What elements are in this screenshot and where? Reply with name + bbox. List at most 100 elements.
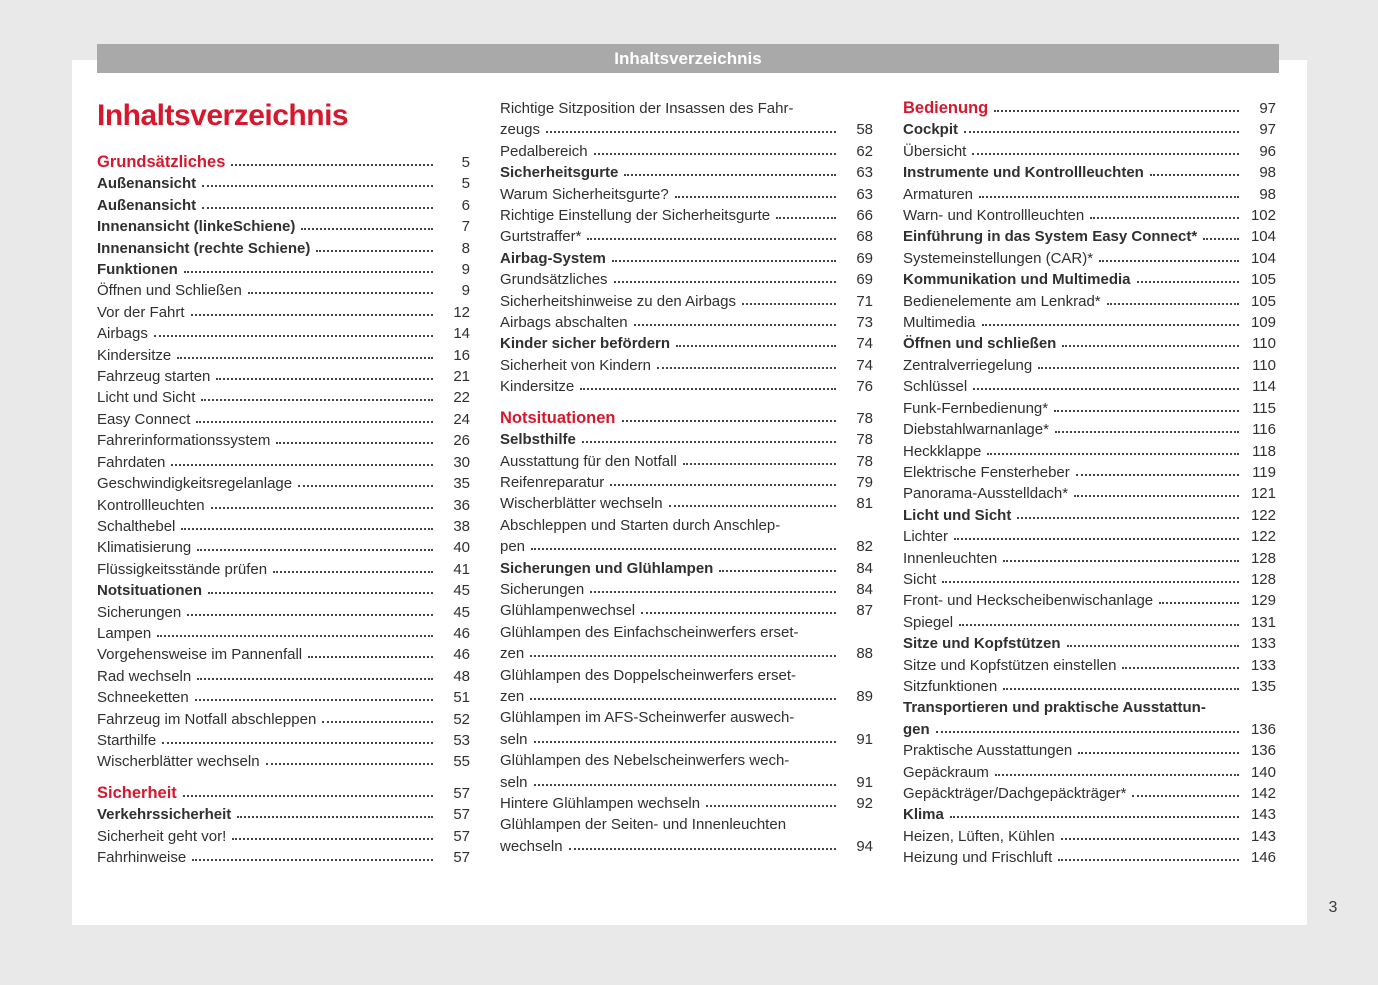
toc-entry: Sicherungen und Glühlampen 84 — [500, 558, 873, 579]
toc-entry-label: Innenansicht (rechte Schiene) — [97, 239, 311, 257]
dot-leader — [181, 527, 433, 530]
dot-leader — [964, 131, 1239, 134]
toc-entry-row: Innenansicht (linkeSchiene) 7 — [97, 216, 470, 237]
dot-leader — [1122, 666, 1239, 669]
toc-entry-row: Armaturen 98 — [903, 184, 1276, 205]
toc-entry-row: Vor der Fahrt 12 — [97, 302, 470, 323]
toc-entry-label: Ausstattung für den Notfall — [500, 452, 677, 470]
toc-entry-row: Sicherungen 45 — [97, 602, 470, 623]
toc-entry-label: Heckklappe — [903, 442, 982, 460]
toc-entry-page: 128 — [1250, 549, 1276, 567]
toc-entry-page: 68 — [856, 228, 873, 246]
toc-entry: Warum Sicherheitsgurte? 63 — [500, 184, 873, 205]
toc-entry-row: Kindersitze 76 — [500, 376, 873, 397]
toc-entry-page: 78 — [856, 431, 873, 449]
toc-entry-row: Lichter 122 — [903, 526, 1276, 547]
toc-entry-label: Fahrzeug starten — [97, 368, 211, 386]
toc-entry-row: Sitze und Kopfstützen einstellen 133 — [903, 655, 1276, 676]
toc-content: Inhaltsverzeichnis Grundsätzliches 5 Auß… — [97, 98, 1277, 869]
dot-leader — [624, 174, 836, 177]
toc-entry-label: Kinder sicher befördern — [500, 335, 671, 353]
toc-entry-row: Warum Sicherheitsgurte? 63 — [500, 184, 873, 205]
toc-entry-row: Spiegel 131 — [903, 612, 1276, 633]
toc-entry-page: 119 — [1252, 463, 1276, 481]
toc-entry-page: 84 — [856, 580, 873, 598]
toc-entry-page: 55 — [453, 753, 470, 771]
toc-entry-page: 57 — [453, 784, 470, 802]
toc-entry: Sicherheitshinweise zu den Airbags 71 — [500, 291, 873, 312]
toc-entry-row: Fahrerinformationssystem 26 — [97, 430, 470, 451]
toc-entry-page: 78 — [856, 409, 873, 427]
dot-leader — [157, 634, 433, 637]
dot-leader — [587, 238, 836, 241]
dot-leader — [530, 697, 836, 700]
toc-entry-row: Systemeinstellungen (CAR)* 104 — [903, 248, 1276, 269]
dot-leader — [959, 623, 1239, 626]
toc-entry-label: zen — [500, 645, 525, 663]
toc-entry-page: 104 — [1250, 228, 1276, 246]
toc-entry: Grundsätzliches 69 — [500, 269, 873, 290]
toc-entry-page: 131 — [1250, 613, 1276, 631]
toc-entry-row: Sicherheit von Kindern 74 — [500, 355, 873, 376]
toc-entry-row: Heizung und Frischluft 146 — [903, 847, 1276, 868]
toc-entry-label: Warn- und Kontrollleuchten — [903, 207, 1085, 225]
toc-entry-row: Klimatisierung 40 — [97, 537, 470, 558]
toc-entry-row: Funk-Fernbedienung* 115 — [903, 398, 1276, 419]
toc-entry: Kommunikation und Multimedia 105 — [903, 269, 1276, 290]
toc-entry-page: 16 — [453, 346, 470, 364]
toc-entry-page: 30 — [453, 453, 470, 471]
toc-entry: Notsituationen 78 — [500, 408, 873, 429]
toc-entry-page: 87 — [856, 602, 873, 620]
dot-leader — [581, 441, 836, 444]
toc-entry-row: Notsituationen 78 — [500, 408, 873, 429]
toc-entry-page: 58 — [856, 121, 873, 139]
toc-entry-row: Fahrzeug starten 21 — [97, 366, 470, 387]
toc-entry-row: Sicherheit geht vor! 57 — [97, 826, 470, 847]
toc-entry-page: 76 — [856, 378, 873, 396]
toc-entry: Sicherungen 45 — [97, 602, 470, 623]
toc-entry: Elektrische Fensterheber 119 — [903, 462, 1276, 483]
toc-entry-row: gen 136 — [903, 719, 1276, 740]
toc-entry-row: Innenansicht (rechte Schiene) 8 — [97, 238, 470, 259]
toc-entry: Schneeketten 51 — [97, 687, 470, 708]
toc-entry: Instrumente und Kontrollleuchten 98 — [903, 162, 1276, 183]
toc-entry-label: Gurtstraffer* — [500, 228, 582, 246]
toc-entry-label: Starthilfe — [97, 731, 157, 749]
header-bar-title: Inhaltsverzeichnis — [614, 48, 762, 68]
toc-entry: Zentralverriegelung 110 — [903, 355, 1276, 376]
toc-entry: Einführung in das System Easy Connect* 1… — [903, 226, 1276, 247]
dot-leader — [216, 378, 433, 381]
toc-entry-page: 12 — [453, 303, 470, 321]
toc-entry-page: 97 — [1259, 121, 1276, 139]
header-bar: Inhaltsverzeichnis — [97, 44, 1279, 73]
dot-leader — [1003, 687, 1239, 690]
toc-entry-label: Innenansicht (linkeSchiene) — [97, 218, 296, 236]
toc-entry-page: 104 — [1250, 249, 1276, 267]
toc-entry-page: 9 — [461, 282, 470, 300]
dot-leader — [613, 281, 836, 284]
dot-leader — [153, 335, 433, 338]
toc-entry-label: Airbags abschalten — [500, 314, 628, 332]
toc-entry-page: 48 — [453, 667, 470, 685]
toc-entry-row: Selbsthilfe 78 — [500, 429, 873, 450]
toc-entry: Klimatisierung 40 — [97, 537, 470, 558]
toc-entry: Fahrdaten 30 — [97, 452, 470, 473]
toc-entry: Praktische Ausstattungen 136 — [903, 740, 1276, 761]
toc-entry: Schalthebel 38 — [97, 516, 470, 537]
toc-entry-row: Öffnen und schließen 110 — [903, 333, 1276, 354]
toc-entry-row: Zentralverriegelung 110 — [903, 355, 1276, 376]
toc-entry-row: Richtige Einstellung der Sicherheitsgurt… — [500, 205, 873, 226]
toc-entry-label: Pedalbereich — [500, 142, 588, 160]
dot-leader — [979, 195, 1239, 198]
toc-entry-page: 57 — [453, 827, 470, 845]
dot-leader — [183, 271, 433, 274]
toc-entry: Sicherheit 57 — [97, 783, 470, 804]
toc-entry-label: Richtige Einstellung der Sicherheitsgurt… — [500, 207, 771, 225]
toc-entry-label: Öffnen und Schließen — [97, 282, 242, 300]
toc-entry-page: 7 — [461, 218, 470, 236]
dot-leader — [531, 548, 836, 551]
dot-leader — [1058, 859, 1239, 862]
dot-leader — [162, 741, 433, 744]
toc-entry: Ausstattung für den Notfall 78 — [500, 451, 873, 472]
toc-entry-page: 5 — [461, 154, 470, 171]
